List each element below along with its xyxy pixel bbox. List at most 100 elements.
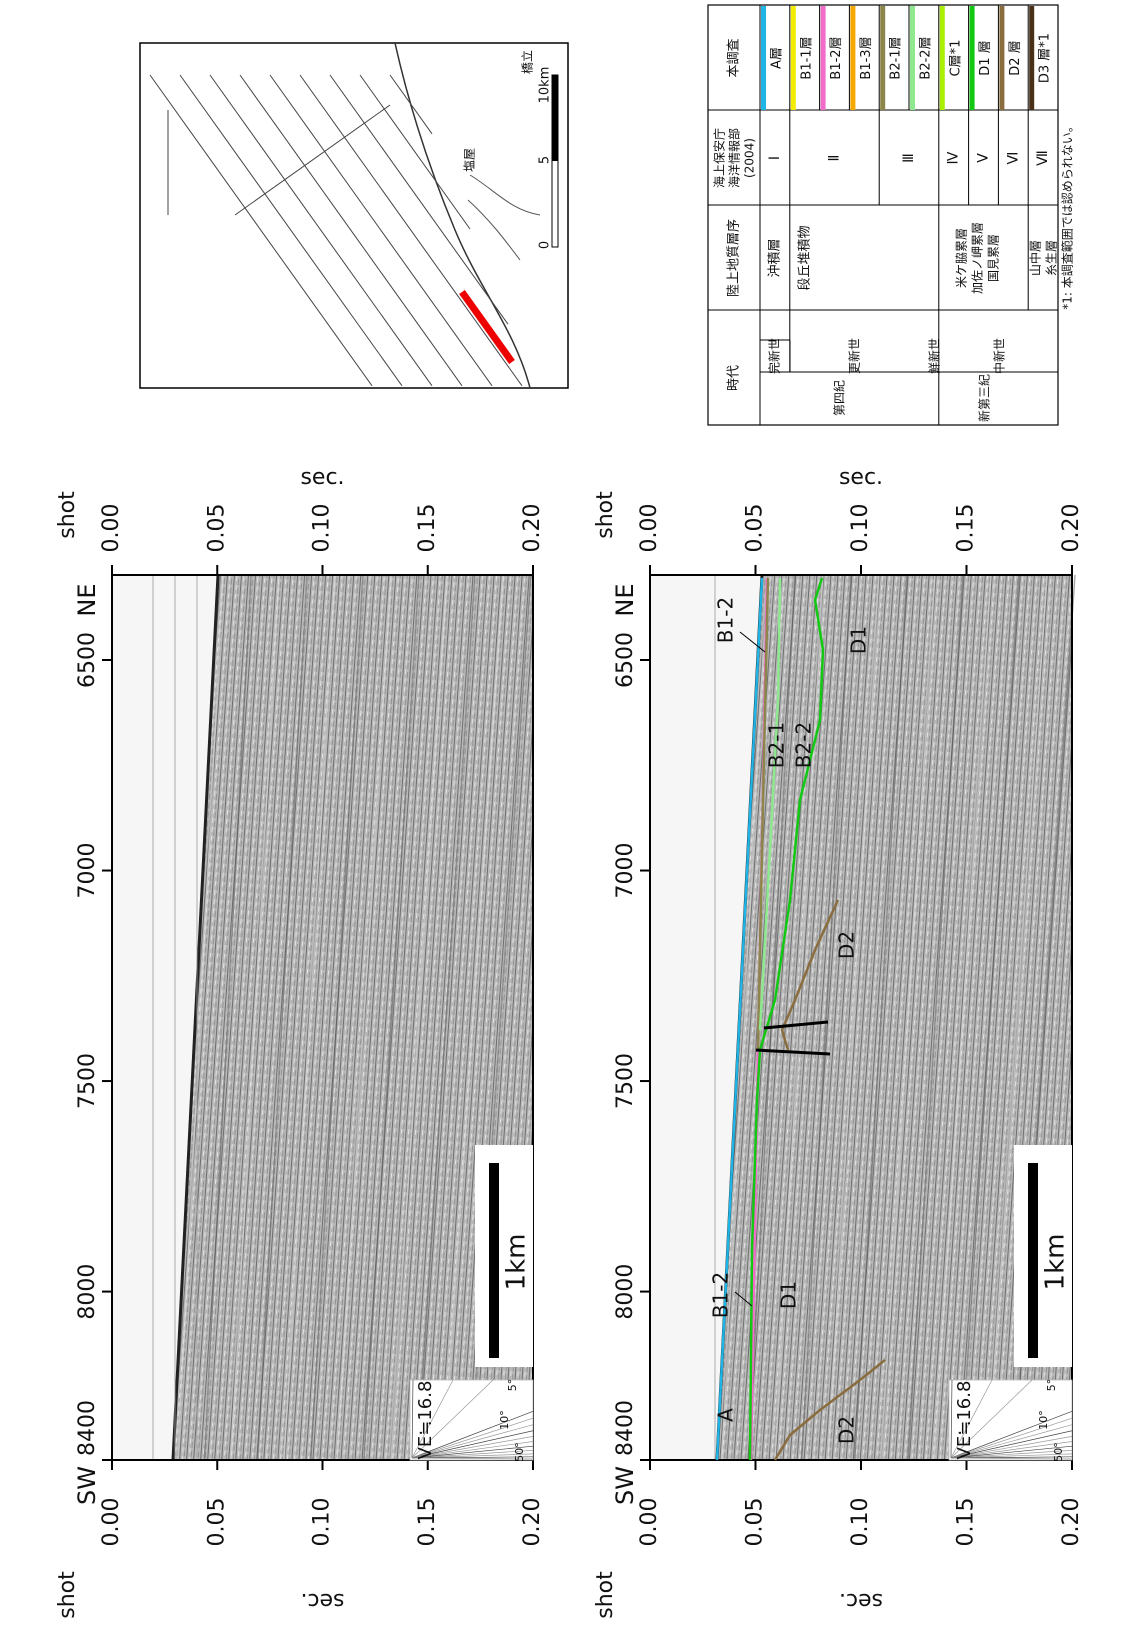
axis-label: shot bbox=[55, 491, 80, 539]
direction-label: SW bbox=[73, 1466, 101, 1505]
axis-label: sec. bbox=[839, 465, 883, 490]
jcg-unit: Ⅱ bbox=[827, 155, 843, 162]
jcg-unit: Ⅳ bbox=[946, 151, 962, 164]
shot-tick-label: 7500 bbox=[75, 1053, 100, 1109]
layer-swatch bbox=[761, 6, 766, 110]
layer-swatch bbox=[791, 6, 796, 110]
layer-swatch bbox=[1029, 6, 1034, 110]
shot-tick-label: 6500 bbox=[613, 632, 638, 688]
horizon-label: B1-2 bbox=[714, 597, 738, 643]
sec-tick-label: 0.05 bbox=[204, 504, 229, 553]
table-header: 本調査 bbox=[727, 38, 742, 77]
sec-tick-label: 0.00 bbox=[637, 1498, 662, 1547]
horizon-label: D2 bbox=[835, 1416, 859, 1444]
sec-tick-label: 0.00 bbox=[637, 504, 662, 553]
shot-tick-label: 8400 bbox=[613, 1400, 638, 1456]
axis-label: sec. bbox=[300, 465, 344, 490]
table-note: *1: 本調査範囲では認められない。 bbox=[1060, 120, 1075, 310]
horizon-label: D1 bbox=[777, 1281, 801, 1309]
shot-tick-label: 7000 bbox=[75, 843, 100, 899]
horizon-label: A bbox=[714, 1408, 738, 1422]
direction-label: NE bbox=[611, 583, 639, 616]
sec-tick-label: 0.20 bbox=[1059, 1498, 1084, 1547]
map-frame bbox=[140, 43, 568, 388]
angle-label: 5° bbox=[1045, 1379, 1058, 1392]
axis-label: shot bbox=[593, 1571, 618, 1619]
horizon-label: B1-2 bbox=[709, 1272, 733, 1318]
layer-name: B1-2層 bbox=[829, 36, 844, 79]
angle-label: 10° bbox=[498, 1410, 511, 1430]
scale-label: 1km bbox=[502, 1234, 532, 1291]
scale-bar bbox=[489, 1163, 499, 1358]
layer-name: A層 bbox=[770, 47, 785, 69]
sec-tick-label: 0.10 bbox=[310, 1498, 335, 1547]
figure: 0.00 0.00 0.05 0.05 0.10 0.10 0.15 0.15 0.20 0.20… bbox=[0, 0, 1128, 1625]
layer-swatch bbox=[970, 6, 975, 110]
map-scale-label: 10km bbox=[538, 67, 553, 104]
sec-tick-label: 0.20 bbox=[1059, 504, 1084, 553]
epoch: 中新世 bbox=[992, 338, 1007, 374]
epoch: 鮮新世 bbox=[927, 338, 942, 374]
ve-label: VE≒16.8 bbox=[954, 1381, 975, 1460]
angle-label: 50° bbox=[513, 1442, 526, 1462]
jcg-unit: Ⅴ bbox=[976, 153, 992, 163]
map-scale-bar bbox=[552, 75, 558, 161]
jcg-unit: Ⅶ bbox=[1035, 150, 1051, 166]
angle-label: 50° bbox=[1052, 1442, 1065, 1462]
sec-tick-label: 0.15 bbox=[415, 1498, 440, 1547]
sec-tick-label: 0.15 bbox=[954, 1498, 979, 1547]
onshore-unit: 糸生層 bbox=[1045, 240, 1059, 276]
layer-name: D1 層 bbox=[978, 40, 993, 75]
shot-tick-label: 8400 bbox=[75, 1400, 100, 1456]
axis-label: sec. bbox=[300, 1588, 344, 1613]
ve-label: VE≒16.8 bbox=[415, 1381, 436, 1460]
layer-name: B2-1層 bbox=[889, 36, 904, 79]
layer-name: B1-3層 bbox=[859, 36, 874, 79]
table-header: 時代 bbox=[727, 365, 742, 391]
sec-tick-label: 0.15 bbox=[954, 504, 979, 553]
sec-tick-label: 0.05 bbox=[204, 1498, 229, 1547]
layer-name: D2 層 bbox=[1008, 40, 1023, 75]
map-scale-label: 0 bbox=[538, 241, 553, 249]
map-scale-label: 5 bbox=[538, 156, 553, 164]
horizon-label: D1 bbox=[847, 626, 871, 654]
layer-swatch bbox=[880, 6, 885, 110]
sec-tick-label: 0.00 bbox=[99, 1498, 124, 1547]
onshore-unit: 沖積層 bbox=[768, 238, 783, 277]
table-header: 陸上地質層序 bbox=[726, 219, 742, 297]
layer-name: C層*1 bbox=[948, 40, 963, 77]
angle-label: 5° bbox=[506, 1379, 519, 1392]
layer-name: D3 層*1 bbox=[1038, 33, 1053, 83]
period: 第四紀 bbox=[833, 380, 847, 416]
direction-label: SW bbox=[611, 1466, 639, 1505]
layer-swatch bbox=[821, 6, 826, 110]
period: 新第三紀 bbox=[977, 374, 992, 422]
angle-label: 10° bbox=[1037, 1410, 1050, 1430]
axis-label: shot bbox=[593, 491, 618, 539]
sec-tick-label: 0.10 bbox=[848, 1498, 873, 1547]
onshore-unit: 山中層 bbox=[1028, 240, 1043, 276]
place-label: 塩屋 bbox=[462, 148, 477, 172]
layer-swatch bbox=[850, 6, 855, 110]
layer-name: B2-2層 bbox=[919, 36, 934, 79]
horizon-label: D2 bbox=[835, 931, 859, 959]
sec-tick-label: 0.20 bbox=[520, 504, 545, 553]
epoch: 更新世 bbox=[847, 338, 862, 374]
sec-tick-label: 0.10 bbox=[848, 504, 873, 553]
horizon-label: B2-1 bbox=[765, 722, 789, 768]
sec-tick-label: 0.05 bbox=[743, 504, 768, 553]
table-header: (2004) bbox=[743, 138, 757, 178]
jcg-unit: Ⅲ bbox=[901, 153, 917, 163]
jcg-unit: Ⅵ bbox=[1005, 152, 1021, 165]
shot-tick-label: 7000 bbox=[613, 843, 638, 899]
sec-tick-label: 0.15 bbox=[415, 504, 440, 553]
sec-tick-label: 0.00 bbox=[99, 504, 124, 553]
sec-tick-label: 0.20 bbox=[520, 1498, 545, 1547]
scale-bar bbox=[1028, 1163, 1038, 1358]
onshore-unit: 国見累層 bbox=[987, 234, 1001, 282]
table-header: 海洋情報部 bbox=[727, 128, 742, 188]
layer-swatch bbox=[940, 6, 945, 110]
layer-name: B1-1層 bbox=[799, 36, 814, 79]
table-header: 海上保安庁 bbox=[712, 128, 727, 188]
shot-tick-label: 7500 bbox=[613, 1053, 638, 1109]
